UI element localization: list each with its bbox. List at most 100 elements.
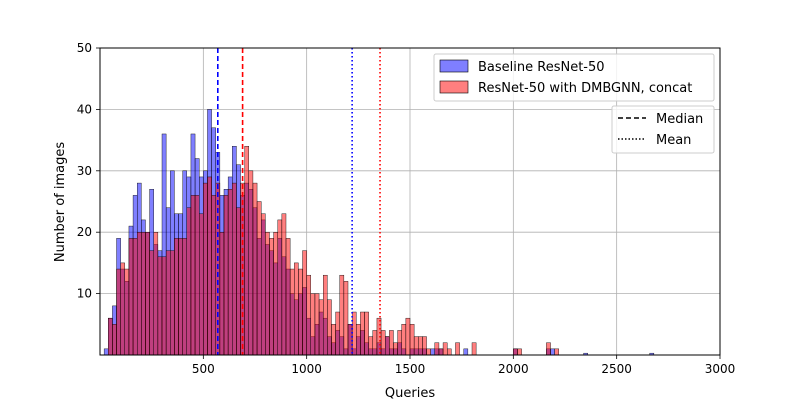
- dmbgnn-bar: [285, 238, 291, 356]
- y-axis-label: Number of images: [53, 142, 68, 263]
- dmbgnn-bar: [128, 238, 134, 356]
- dmbgnn-bar: [289, 268, 295, 356]
- dmbgnn-bar: [236, 207, 241, 356]
- dmbgnn-bar: [434, 342, 440, 356]
- dmbgnn-bar: [108, 317, 113, 356]
- dmbgnn-bar: [343, 281, 349, 356]
- dmbgnn-bar: [223, 195, 229, 356]
- dmbgnn-bar: [372, 330, 378, 356]
- dmbgnn-bar: [211, 195, 216, 356]
- dmbgnn-bar: [546, 342, 551, 356]
- dmbgnn-bar: [364, 311, 369, 356]
- dmbgnn-bar: [393, 342, 398, 356]
- dmbgnn-bar: [302, 250, 307, 356]
- dmbgnn-bar: [442, 342, 448, 356]
- dmbgnn-bar: [265, 231, 270, 356]
- dmbgnn-bar: [298, 268, 303, 356]
- y-tick-label: 40: [77, 102, 92, 116]
- dmbgnn-bar: [380, 330, 386, 356]
- baseline-bar: [103, 348, 109, 356]
- dmbgnn-bar: [447, 348, 452, 356]
- legend-label-mean: Mean: [656, 133, 691, 148]
- dmbgnn-bar: [198, 213, 204, 356]
- line-style-legend: Median Mean: [611, 105, 715, 154]
- dmbgnn-bar: [178, 238, 183, 356]
- dmbgnn-bar: [389, 330, 394, 356]
- dmbgnn-bar: [165, 250, 171, 356]
- baseline-bar: [463, 348, 469, 356]
- series-legend-box: [433, 53, 715, 102]
- dmbgnn-bar: [517, 348, 522, 356]
- x-tick-label: 2000: [498, 362, 529, 376]
- y-tick-label: 20: [77, 225, 92, 239]
- baseline-bar: [430, 348, 435, 356]
- dmbgnn-bar: [335, 311, 340, 356]
- dmbgnn-bar: [513, 348, 518, 356]
- dmbgnn-bar: [145, 231, 150, 356]
- dmbgnn-bar: [269, 238, 274, 356]
- dmbgnn-bar: [281, 213, 287, 356]
- series-legend: Baseline ResNet-50 ResNet-50 with DMBGNN…: [433, 53, 715, 102]
- dmbgnn-bar: [294, 262, 299, 356]
- dmbgnn-bar: [323, 274, 328, 356]
- ticks-layer: 500 1000 1500 2000 2500 3000 10 20 30 40 50: [77, 41, 736, 376]
- dmbgnn-bar: [252, 182, 258, 356]
- dmbgnn-bar: [116, 268, 121, 356]
- dmbgnn-bar: [170, 250, 175, 356]
- dmbgnn-bar: [232, 182, 237, 356]
- legend-label-median: Median: [656, 112, 703, 127]
- legend-swatch-dmbgnn: [439, 80, 469, 94]
- dmbgnn-bar: [385, 336, 390, 356]
- bars-layer: [103, 109, 655, 356]
- legend-label-baseline: Baseline ResNet-50: [478, 60, 605, 75]
- dmbgnn-bar: [401, 324, 407, 356]
- dmbgnn-bar: [554, 348, 560, 356]
- dmbgnn-bar: [149, 250, 154, 356]
- dmbgnn-bar: [153, 231, 159, 356]
- x-tick-label: 1000: [291, 362, 322, 376]
- dmbgnn-bar: [327, 299, 332, 356]
- x-tick-label: 500: [192, 362, 215, 376]
- dmbgnn-bar: [397, 330, 402, 356]
- dmbgnn-bar: [422, 336, 427, 356]
- dmbgnn-bar: [409, 324, 415, 356]
- dmbgnn-bar: [136, 231, 142, 356]
- dmbgnn-bar: [471, 342, 477, 356]
- baseline-bar: [550, 348, 555, 356]
- y-tick-label: 50: [77, 41, 92, 55]
- dmbgnn-bar: [405, 317, 411, 356]
- dmbgnn-bar: [438, 348, 444, 356]
- dmbgnn-bar: [339, 274, 345, 356]
- dmbgnn-bar: [455, 342, 460, 356]
- dmbgnn-bar: [219, 231, 225, 356]
- x-tick-label: 1500: [395, 362, 426, 376]
- dmbgnn-bar: [360, 311, 365, 356]
- dmbgnn-bar: [418, 336, 423, 356]
- dmbgnn-bar: [207, 176, 212, 356]
- dmbgnn-bar: [112, 324, 117, 356]
- dmbgnn-bar: [174, 238, 179, 356]
- dmbgnn-bar: [426, 348, 431, 356]
- dmbgnn-bar: [256, 201, 262, 356]
- dmbgnn-bar: [306, 274, 311, 356]
- dmbgnn-bar: [157, 256, 163, 356]
- y-tick-label: 30: [77, 164, 92, 178]
- series-1-bars: [108, 146, 560, 356]
- dmbgnn-bar: [331, 324, 336, 356]
- dmbgnn-bar: [314, 293, 320, 356]
- dmbgnn-bar: [132, 238, 138, 356]
- y-tick-label: 10: [77, 287, 92, 301]
- dmbgnn-bar: [227, 189, 233, 356]
- dmbgnn-bar: [318, 299, 324, 356]
- dmbgnn-bar: [161, 256, 167, 356]
- dmbgnn-bar: [273, 231, 278, 356]
- dmbgnn-bar: [120, 262, 125, 356]
- dmbgnn-bar: [186, 207, 192, 356]
- reference-lines-layer: [217, 48, 381, 355]
- dmbgnn-bar: [277, 219, 283, 356]
- x-tick-label: 3000: [705, 362, 736, 376]
- dmbgnn-bar: [244, 146, 250, 356]
- dmbgnn-bar: [248, 170, 254, 356]
